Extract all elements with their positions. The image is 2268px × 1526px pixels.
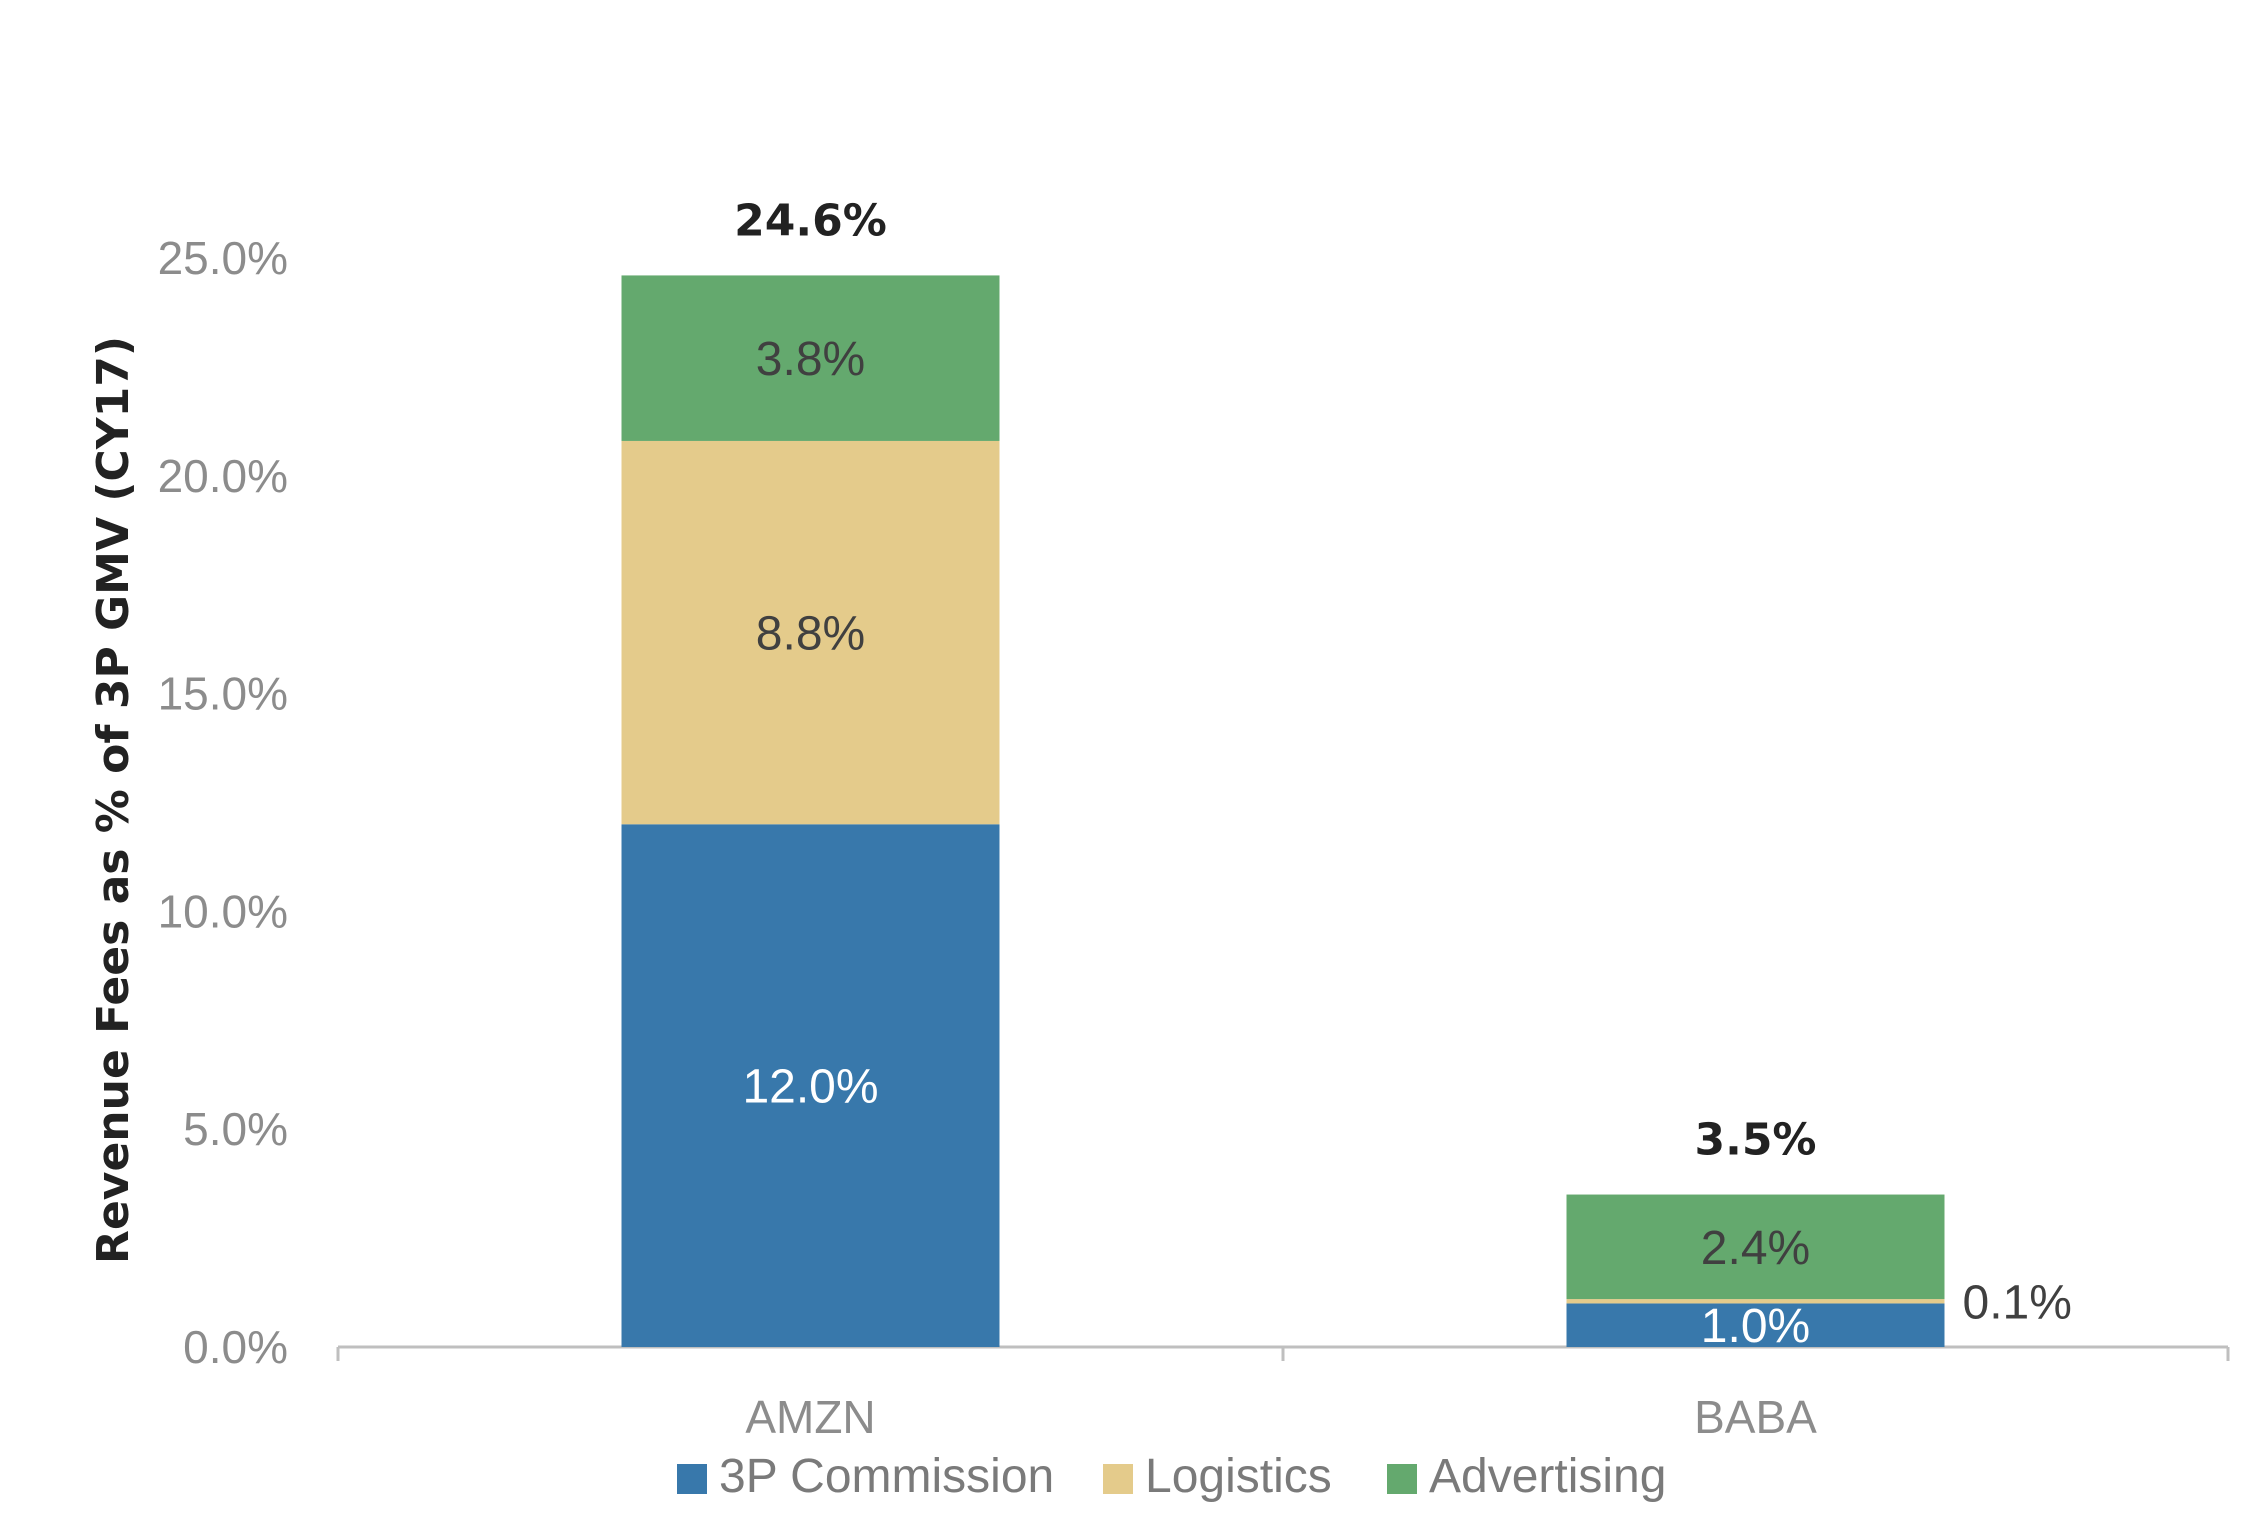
legend-item: 3P Commission: [677, 1450, 1054, 1503]
total-label: 3.5%: [1694, 1115, 1816, 1166]
data-label: 0.1%: [1963, 1276, 2072, 1329]
legend-label: Advertising: [1429, 1450, 1666, 1503]
data-label: 2.4%: [1701, 1222, 1810, 1275]
bars: [621, 275, 1945, 1347]
x-axis: AMZN BABA: [336, 1345, 2230, 1443]
y-tick-label: 10.0%: [158, 885, 288, 937]
data-label: 3.8%: [756, 333, 865, 386]
legend-label: 3P Commission: [719, 1450, 1054, 1503]
legend-swatch: [677, 1464, 707, 1494]
y-tick-label: 25.0%: [158, 232, 288, 284]
legend-swatch: [1103, 1464, 1133, 1494]
x-category-label: AMZN: [745, 1391, 875, 1443]
y-tick-label: 0.0%: [183, 1321, 288, 1373]
y-axis-title: Revenue Fees as % of 3P GMV (CY17): [88, 336, 139, 1264]
data-labels: 12.0% 8.8% 3.8% 24.6% 1.0% 0.1% 2.4% 3.5%: [734, 195, 2072, 1353]
legend-swatch: [1387, 1464, 1417, 1494]
legend: 3P Commission Logistics Advertising: [677, 1450, 1666, 1503]
legend-item: Advertising: [1387, 1450, 1666, 1503]
bar-amzn-advertising: [621, 275, 1000, 441]
legend-label: Logistics: [1145, 1450, 1332, 1503]
x-category-label: BABA: [1694, 1391, 1817, 1443]
y-tick-label: 5.0%: [183, 1103, 288, 1155]
bar-amzn-3p-commission: [621, 824, 1000, 1347]
data-label: 12.0%: [742, 1061, 878, 1114]
total-label: 24.6%: [734, 195, 887, 246]
data-label: 8.8%: [756, 608, 865, 661]
bar-baba-logistics: [1566, 1299, 1945, 1304]
y-tick-label: 20.0%: [158, 450, 288, 502]
y-tick-label: 15.0%: [158, 668, 288, 720]
bar-amzn-logistics: [621, 440, 1000, 825]
bar-baba-advertising: [1566, 1194, 1945, 1300]
bar-baba-3p-commission: [1566, 1303, 1945, 1347]
y-axis: 0.0% 5.0% 10.0% 15.0% 20.0% 25.0%: [158, 232, 288, 1373]
legend-item: Logistics: [1103, 1450, 1332, 1503]
data-label: 1.0%: [1701, 1300, 1810, 1353]
